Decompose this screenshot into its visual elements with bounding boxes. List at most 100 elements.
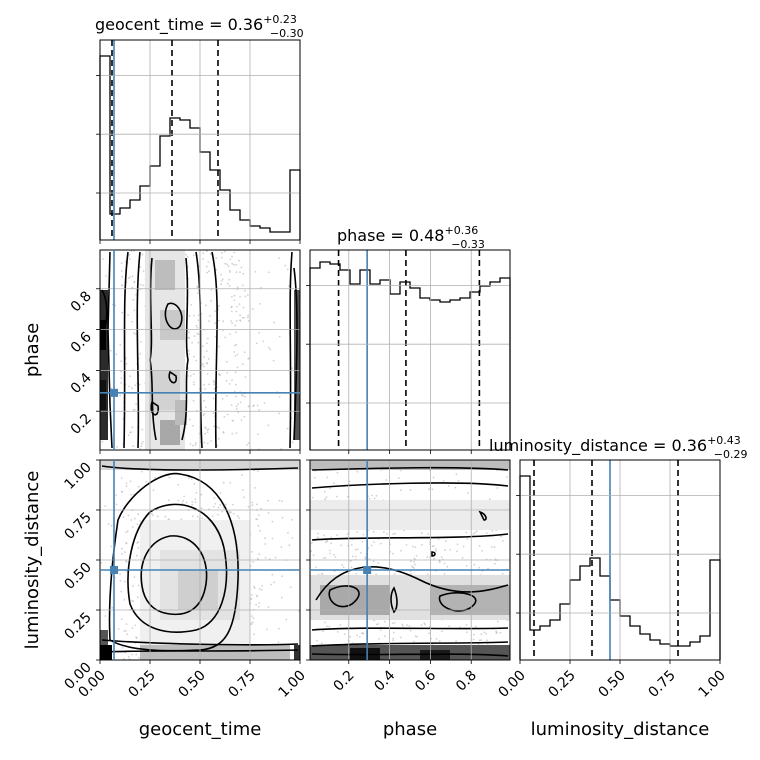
scatter-point — [225, 503, 227, 506]
scatter-point — [206, 431, 209, 433]
scatter-point — [182, 499, 185, 502]
scatter-point — [226, 282, 229, 285]
scatter-point — [267, 424, 270, 427]
scatter-point — [226, 395, 228, 397]
scatter-point — [239, 319, 242, 321]
scatter-point — [194, 498, 197, 500]
scatter-point — [207, 358, 210, 360]
scatter-point — [258, 553, 260, 555]
scatter-point — [378, 638, 380, 640]
scatter-point — [409, 489, 412, 491]
scatter-point — [120, 270, 123, 272]
scatter-point — [231, 255, 233, 258]
scatter-point — [475, 530, 478, 532]
scatter-point — [250, 597, 253, 600]
truth-marker — [363, 566, 372, 574]
scatter-point — [204, 427, 207, 429]
scatter-point — [346, 495, 349, 498]
scatter-point — [391, 552, 394, 555]
scatter-point — [229, 482, 232, 484]
scatter-point — [233, 390, 236, 393]
scatter-point — [392, 533, 395, 535]
scatter-point — [253, 404, 255, 407]
scatter-point — [150, 512, 153, 515]
scatter-point — [370, 544, 373, 547]
scatter-point — [197, 333, 200, 336]
scatter-point — [267, 499, 269, 502]
scatter-point — [192, 399, 195, 402]
scatter-point — [188, 353, 191, 355]
scatter-point — [278, 627, 280, 630]
scatter-point — [129, 276, 132, 278]
x-tick-label: 0.2 — [331, 668, 358, 695]
scatter-point — [401, 625, 404, 627]
scatter-point — [325, 496, 328, 498]
scatter-point — [280, 448, 283, 450]
scatter-point — [142, 270, 145, 272]
scatter-point — [373, 541, 375, 543]
scatter-point — [377, 562, 380, 564]
scatter-point — [414, 546, 417, 549]
scatter-point — [234, 371, 237, 374]
scatter-point — [341, 564, 343, 566]
scatter-point — [312, 554, 315, 557]
scatter-point — [243, 351, 246, 354]
scatter-point — [329, 549, 331, 552]
scatter-point — [123, 630, 126, 632]
grid — [99, 40, 301, 240]
scatter-point — [373, 497, 376, 500]
scatter-point — [188, 331, 190, 334]
scatter-point — [466, 631, 468, 634]
scatter-point — [258, 303, 261, 305]
scatter-point — [322, 557, 325, 559]
scatter-point — [197, 319, 200, 321]
scatter-point — [241, 474, 243, 476]
scatter-point — [114, 304, 117, 307]
scatter-point — [142, 284, 145, 287]
scatter-point — [478, 639, 481, 642]
scatter-point — [115, 503, 118, 506]
scatter-point — [218, 373, 220, 376]
truth-marker — [110, 388, 118, 397]
scatter-point — [491, 545, 493, 548]
scatter-point — [324, 621, 326, 624]
scatter-point — [125, 623, 128, 625]
scatter-point — [413, 561, 415, 563]
scatter-point — [431, 488, 434, 491]
density-cell — [310, 460, 510, 470]
scatter-point — [205, 250, 208, 253]
scatter-point — [119, 343, 122, 346]
scatter-point — [253, 587, 256, 589]
scatter-point — [478, 544, 481, 547]
scatter-point — [408, 625, 411, 627]
scatter-point — [117, 628, 120, 630]
scatter-point — [197, 341, 200, 344]
scatter-point — [336, 471, 339, 474]
contour-outer — [311, 466, 509, 657]
scatter-point — [426, 556, 429, 558]
scatter-point — [135, 294, 137, 296]
scatter-point — [240, 393, 243, 396]
scatter-point — [213, 381, 216, 384]
scatter-point — [244, 289, 246, 292]
scatter-point — [278, 499, 281, 502]
scatter-point — [317, 573, 320, 576]
scatter-point — [250, 623, 253, 626]
scatter-point — [236, 305, 239, 308]
density-cell — [100, 380, 106, 410]
scatter-point — [132, 298, 135, 301]
scatter-point — [128, 385, 131, 388]
scatter-point — [251, 615, 253, 617]
ylabel-phase: phase — [22, 323, 43, 377]
scatter-point — [194, 501, 197, 503]
scatter-point — [247, 314, 250, 317]
scatter-point — [192, 314, 195, 317]
scatter-point — [346, 533, 349, 536]
scatter-point — [230, 511, 232, 513]
scatter-point — [206, 265, 208, 268]
scatter-point — [132, 445, 135, 447]
scatter-point — [207, 337, 209, 340]
scatter-point — [133, 281, 136, 284]
scatter-point — [212, 397, 215, 400]
scatter-point — [104, 615, 107, 617]
